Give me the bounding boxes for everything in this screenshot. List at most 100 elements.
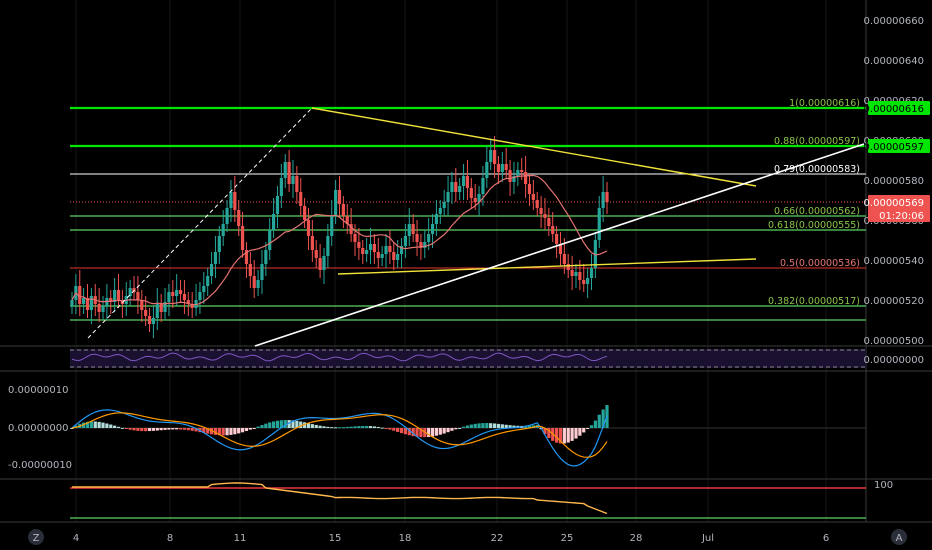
candle-body[interactable]: [349, 224, 353, 234]
candle-body[interactable]: [423, 242, 427, 248]
candle-body[interactable]: [589, 268, 594, 278]
candle-body[interactable]: [182, 294, 187, 300]
candle-body[interactable]: [271, 214, 276, 230]
candle-body[interactable]: [551, 226, 555, 234]
candle-body[interactable]: [458, 186, 462, 192]
candle-body[interactable]: [217, 236, 221, 252]
candle-body[interactable]: [558, 244, 563, 254]
candle-body[interactable]: [256, 280, 260, 288]
candle-body[interactable]: [523, 172, 528, 184]
candle-body[interactable]: [407, 224, 411, 236]
candle-body[interactable]: [244, 250, 249, 264]
ascending-trendline[interactable]: [254, 143, 865, 347]
candle-body[interactable]: [516, 170, 520, 176]
candle-body[interactable]: [403, 236, 408, 246]
candle-body[interactable]: [465, 176, 470, 188]
candle-body[interactable]: [159, 304, 163, 312]
candle-body[interactable]: [396, 254, 400, 260]
candle-body[interactable]: [547, 218, 551, 226]
candle-body[interactable]: [190, 304, 194, 308]
candle-body[interactable]: [508, 170, 512, 182]
candle-body[interactable]: [175, 290, 179, 296]
candle-body[interactable]: [570, 270, 574, 276]
candle-body[interactable]: [415, 234, 419, 242]
candle-body[interactable]: [101, 306, 105, 312]
candle-body[interactable]: [531, 194, 535, 200]
candle-body[interactable]: [384, 246, 388, 254]
candle-body[interactable]: [504, 164, 508, 170]
candle-body[interactable]: [454, 182, 458, 192]
candle-body[interactable]: [485, 162, 489, 178]
candle-body[interactable]: [481, 178, 485, 194]
candle-body[interactable]: [295, 176, 299, 192]
candle-body[interactable]: [535, 200, 539, 208]
timezone-button[interactable]: [28, 529, 44, 545]
candle-body[interactable]: [357, 242, 361, 248]
support-trendline[interactable]: [337, 258, 757, 275]
candle-body[interactable]: [411, 224, 415, 234]
candle-body[interactable]: [582, 280, 586, 284]
candle-body[interactable]: [419, 242, 423, 248]
candle-body[interactable]: [555, 234, 559, 244]
candle-body[interactable]: [593, 240, 597, 268]
candle-body[interactable]: [353, 234, 357, 242]
candle-body[interactable]: [82, 298, 86, 304]
axis-layer[interactable]: 0.000006600.000006400.000006200.00000600…: [8, 16, 930, 545]
candle-body[interactable]: [248, 264, 252, 276]
candle-body[interactable]: [314, 250, 318, 258]
rsi-pane[interactable]: [70, 349, 866, 368]
candle-body[interactable]: [376, 252, 380, 258]
candle-body[interactable]: [113, 290, 117, 302]
candle-body[interactable]: [434, 214, 439, 224]
candle-body[interactable]: [221, 224, 225, 236]
candle-body[interactable]: [469, 188, 473, 198]
candle-body[interactable]: [132, 288, 136, 292]
candle-body[interactable]: [477, 194, 481, 202]
candle-body[interactable]: [260, 264, 264, 280]
candle-body[interactable]: [303, 206, 307, 220]
candle-body[interactable]: [116, 290, 121, 300]
descending-trendline[interactable]: [311, 107, 757, 187]
candle-body[interactable]: [225, 208, 229, 224]
candle-body[interactable]: [489, 150, 493, 162]
candle-body[interactable]: [520, 170, 524, 172]
candle-body[interactable]: [229, 192, 233, 208]
candle-body[interactable]: [372, 244, 376, 252]
candle-body[interactable]: [496, 164, 501, 172]
candle-body[interactable]: [586, 278, 590, 284]
candle-body[interactable]: [310, 236, 314, 250]
candle-body[interactable]: [330, 216, 334, 236]
candle-body[interactable]: [322, 256, 326, 270]
candle-body[interactable]: [78, 286, 82, 304]
candle-body[interactable]: [461, 176, 466, 186]
candle-body[interactable]: [601, 192, 605, 208]
price-pane[interactable]: 1(0.00000616) 0.88(0.00000597) 0.79(0.0000…: [70, 98, 866, 347]
candle-body[interactable]: [136, 292, 140, 300]
candle-body[interactable]: [399, 246, 404, 254]
candle-body[interactable]: [365, 250, 369, 254]
candle-body[interactable]: [97, 304, 101, 312]
candle-body[interactable]: [147, 316, 152, 324]
candle-body[interactable]: [368, 244, 373, 250]
candle-body[interactable]: [562, 254, 566, 264]
candle-body[interactable]: [213, 252, 218, 264]
candle-body[interactable]: [237, 210, 241, 226]
candle-body[interactable]: [85, 298, 90, 310]
candle-body[interactable]: [291, 176, 295, 184]
price-badge[interactable]: [868, 101, 930, 115]
candle-body[interactable]: [388, 246, 392, 252]
adx-pane[interactable]: [70, 482, 866, 519]
candle-body[interactable]: [140, 300, 144, 310]
candle-body[interactable]: [252, 276, 256, 288]
candle-body[interactable]: [206, 276, 210, 286]
dashed-fib-anchor-line[interactable]: [87, 107, 313, 339]
candle-body[interactable]: [240, 226, 245, 250]
candle-body[interactable]: [89, 296, 93, 310]
candle-body[interactable]: [438, 208, 442, 214]
candle-body[interactable]: [144, 310, 148, 316]
candle-body[interactable]: [163, 302, 167, 312]
macd-pane[interactable]: [70, 405, 866, 467]
candle-body[interactable]: [202, 286, 206, 292]
candle-body[interactable]: [326, 236, 330, 256]
candle-body[interactable]: [264, 250, 268, 264]
